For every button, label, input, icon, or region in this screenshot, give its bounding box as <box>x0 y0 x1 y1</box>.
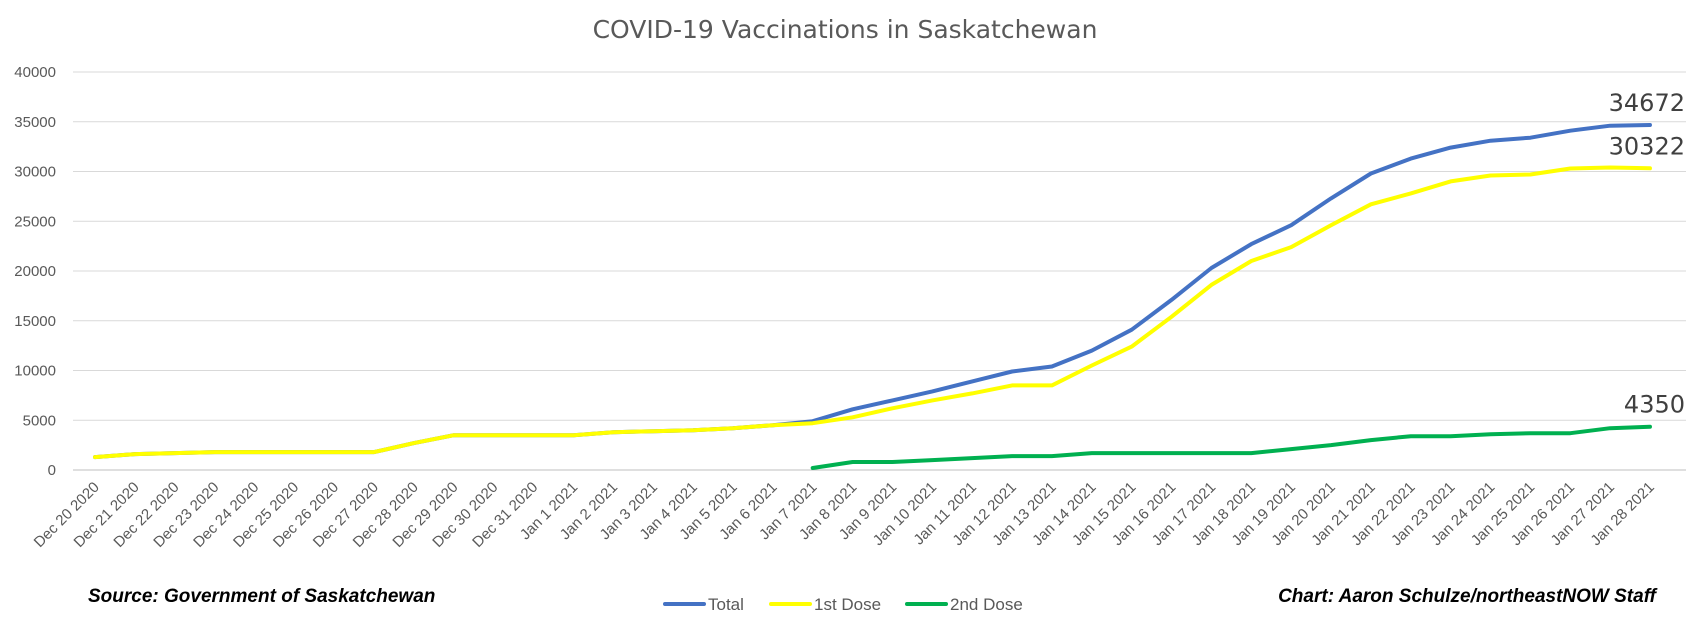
y-tick-label: 20000 <box>14 263 56 280</box>
source-note: Source: Government of Saskatchewan <box>88 586 436 607</box>
y-tick-label: 5000 <box>23 412 56 429</box>
y-tick-label: 0 <box>48 462 56 479</box>
series-lines <box>93 123 1652 470</box>
chart-title: COVID-19 Vaccinations in Saskatchewan <box>593 15 1098 44</box>
y-tick-label: 30000 <box>14 164 56 181</box>
end-labels: 34672 30322 4350 <box>1609 89 1685 419</box>
y-tick-label: 15000 <box>14 313 56 330</box>
y-tick-label: 10000 <box>14 363 56 380</box>
y-axis-ticks: 0 5000 10000 15000 20000 25000 30000 35000 40000 <box>14 64 56 479</box>
y-tick-label: 40000 <box>14 64 56 81</box>
y-tick-label: 25000 <box>14 213 56 230</box>
series-line-2nd-dose <box>810 424 1652 470</box>
end-label: 30322 <box>1609 132 1685 160</box>
end-label: 34672 <box>1609 89 1685 117</box>
y-tick-label: 35000 <box>14 114 56 131</box>
legend-label: Total <box>708 595 744 614</box>
legend-label: 1st Dose <box>814 595 881 614</box>
credit-note: Chart: Aaron Schulze/northeastNOW Staff <box>1278 586 1656 607</box>
series-line-total <box>93 123 1652 460</box>
grid-lines <box>73 71 1686 471</box>
series-line-1st-dose <box>93 165 1652 460</box>
legend: Total 1st Dose 2nd Dose <box>663 595 1023 614</box>
legend-label: 2nd Dose <box>950 595 1023 614</box>
end-label: 4350 <box>1624 391 1685 419</box>
